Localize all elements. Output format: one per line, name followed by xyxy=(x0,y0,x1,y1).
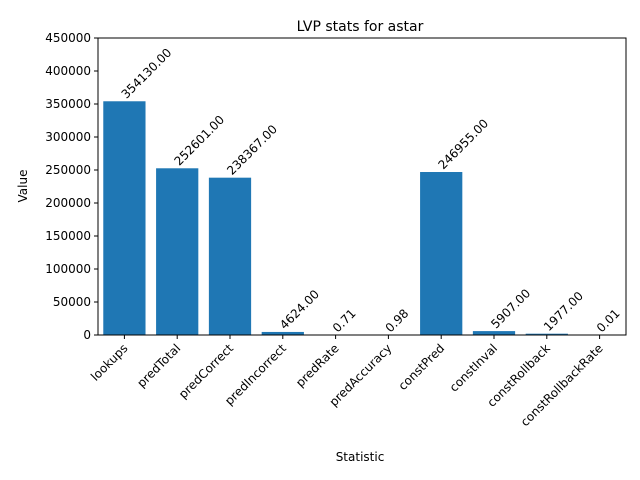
y-tick-label: 350000 xyxy=(45,97,91,111)
y-tick-label: 200000 xyxy=(45,196,91,210)
y-axis: 0 50000 100000 150000 200000 250000 300000 3500… xyxy=(45,31,98,342)
data-label-predIncorrect: 4624.00 xyxy=(277,287,322,332)
x-tick-label-predRate: predRate xyxy=(293,341,342,390)
chart-title: LVP stats for astar xyxy=(297,19,424,35)
bar-constRollback xyxy=(525,333,568,335)
data-label-constPred: 246955.00 xyxy=(435,116,491,172)
x-axis-label: Statistic xyxy=(336,450,385,464)
data-label-constInval: 5907.00 xyxy=(488,286,533,331)
y-axis-label: Value xyxy=(16,170,30,203)
bars-group xyxy=(103,101,568,335)
x-axis: lookups predTotalpredCorrectpredIncorrect… xyxy=(88,335,606,429)
y-tick-label: 150000 xyxy=(45,229,91,243)
data-label-predTotal: 252601.00 xyxy=(171,113,227,169)
bar-constInval xyxy=(472,331,516,335)
y-tick-label: 50000 xyxy=(53,295,91,309)
x-tick-label-predTotal: predTotal xyxy=(134,341,183,390)
y-tick-label: 450000 xyxy=(45,31,91,45)
y-tick-label: 300000 xyxy=(45,130,91,144)
data-label-predAccuracy: 0.98 xyxy=(383,306,412,335)
y-tick-label: 400000 xyxy=(45,64,91,78)
data-label-constRollbackRate: 0.01 xyxy=(594,306,623,335)
bar-constPred xyxy=(420,172,463,335)
x-tick-label-lookups: lookups xyxy=(88,341,130,383)
x-tick-label-constPred: constPred xyxy=(396,341,448,393)
y-tick-label: 250000 xyxy=(45,163,91,177)
plot-frame xyxy=(97,37,627,336)
x-tick-label-constInval: constInval xyxy=(447,341,500,394)
data-label-predCorrect: 238367.00 xyxy=(224,122,280,178)
bar-predIncorrect xyxy=(261,331,304,335)
bar-predCorrect xyxy=(208,177,252,335)
bar-predTotal xyxy=(156,168,199,335)
data-label-constRollback: 1977.00 xyxy=(541,289,586,334)
data-label-predRate: 0.71 xyxy=(330,306,359,335)
data-label-lookups: 354130.00 xyxy=(119,46,175,102)
y-tick-label: 100000 xyxy=(45,262,91,276)
y-tick-label: 0 xyxy=(83,328,91,342)
bar-lookups xyxy=(103,101,146,335)
